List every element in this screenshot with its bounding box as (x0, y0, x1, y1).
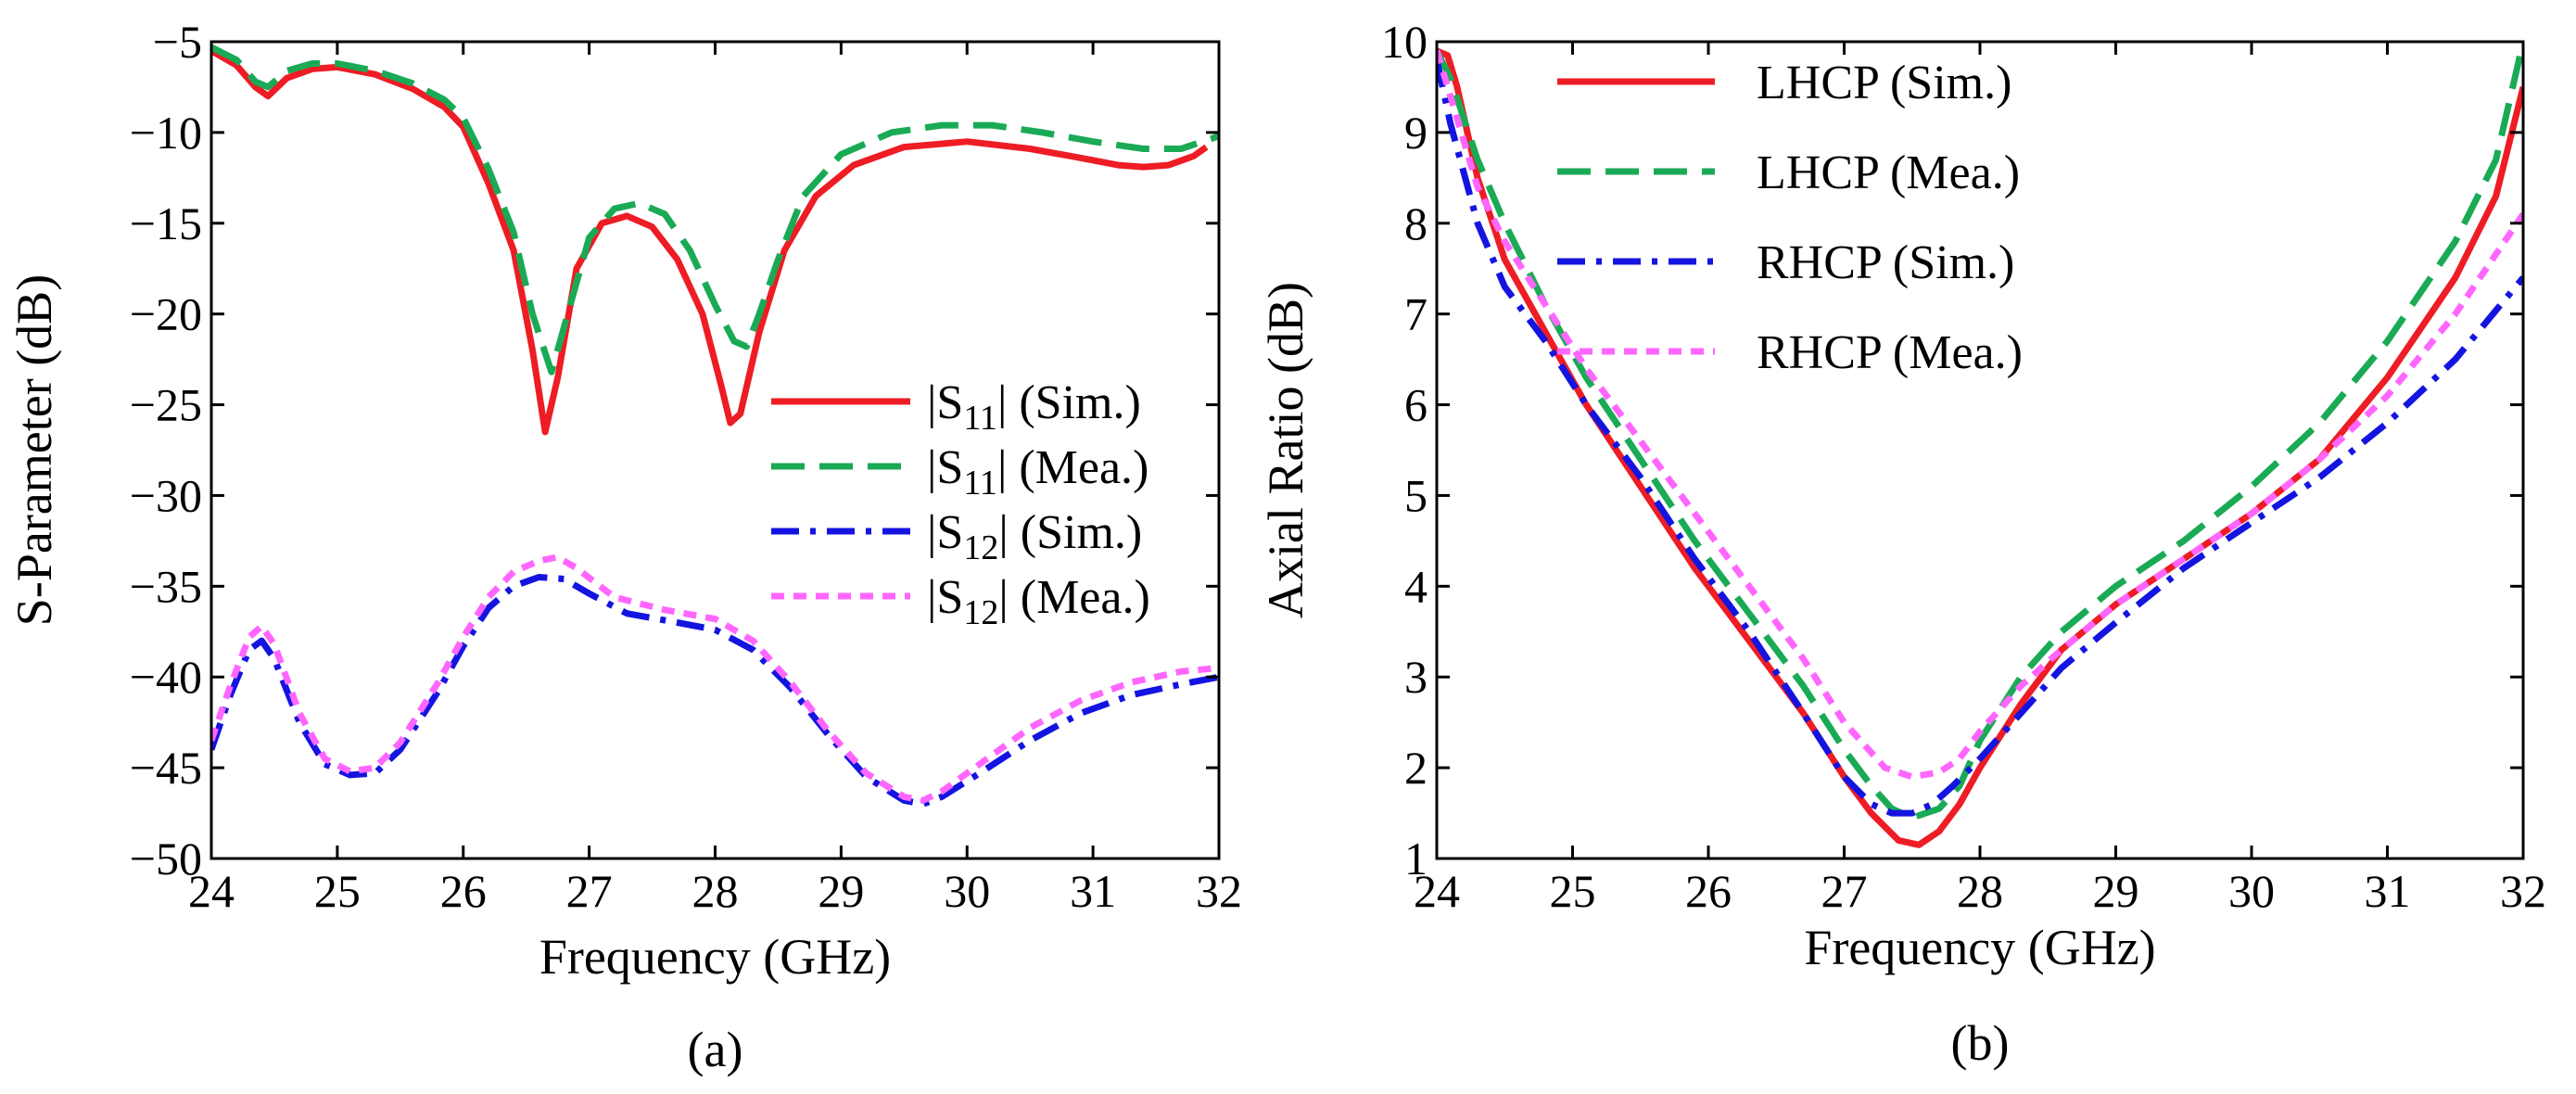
x-tick-label: 32 (2500, 865, 2546, 917)
series-line-lhcp-mea (1437, 42, 2523, 821)
y-tick-label: 3 (1404, 651, 1428, 703)
x-tick-label: 32 (1196, 865, 1242, 917)
x-tick-label: 30 (2228, 865, 2275, 917)
legend-label-lhcp-mea: LHCP (Mea.) (1757, 146, 2020, 199)
subfigure-caption: (b) (1951, 1015, 2010, 1071)
y-tick-label: 1 (1404, 833, 1428, 884)
y-tick-label: −20 (130, 288, 202, 340)
legend-label-s11-mea: |S11| (Mea.) (927, 441, 1148, 502)
series-line-s12-mea (211, 553, 1219, 804)
y-axis-label: Axial Ratio (dB) (1258, 282, 1313, 618)
x-axis-label: Frequency (GHz) (1804, 920, 2155, 975)
x-tick-label: 29 (2093, 865, 2139, 917)
x-tick-label: 28 (1957, 865, 2003, 917)
y-tick-label: −45 (130, 742, 202, 794)
series-line-s12-sim (211, 574, 1219, 808)
x-tick-label: 26 (1685, 865, 1732, 917)
x-tick-label: 26 (440, 865, 487, 917)
y-tick-label: 2 (1404, 742, 1428, 794)
x-tick-label: 25 (314, 865, 361, 917)
y-tick-label: −5 (153, 16, 202, 68)
x-tick-label: 25 (1550, 865, 1596, 917)
y-axis-label: S-Parameter (dB) (6, 274, 62, 626)
y-tick-label: 6 (1404, 379, 1428, 431)
legend-label-lhcp-sim: LHCP (Sim.) (1757, 57, 2011, 109)
y-tick-label: 8 (1404, 197, 1428, 249)
x-axis-label: Frequency (GHz) (539, 929, 891, 985)
legend-label-s12-mea: |S12| (Mea.) (927, 571, 1150, 632)
series-line-rhcp-sim (1437, 58, 2523, 817)
x-tick-label: 31 (1070, 865, 1116, 917)
y-tick-label: 5 (1404, 469, 1428, 521)
y-tick-label: −10 (130, 107, 202, 159)
x-tick-label: 29 (818, 865, 864, 917)
series-line-s11-sim (211, 47, 1209, 436)
x-tick-label: 27 (1821, 865, 1868, 917)
series-line-s11-mea (211, 44, 1219, 375)
chart-a: 24 25 26 27 28 29 30 31 32 −5 −10 −15 −20 −25 −30 −35 −4… (6, 16, 1242, 1077)
y-tick-label: −30 (130, 469, 202, 521)
x-tick-label: 27 (566, 865, 613, 917)
subfigure-caption: (a) (688, 1022, 743, 1077)
legend: |S11| (Sim.)|S11| (Mea.)|S12| (Sim.)|S12… (771, 376, 1150, 632)
y-tick-label: −25 (130, 379, 202, 431)
legend: LHCP (Sim.) LHCP (Mea.) RHCP (Sim.) RHCP (M… (1557, 57, 2023, 379)
x-tick-label: 24 (188, 865, 235, 917)
x-tick-label: 30 (944, 865, 990, 917)
chart-b: 24 25 26 27 28 29 30 31 32 1 2 3 4 5 6 7 8 9 10 Frequency (… (1258, 16, 2546, 1071)
y-tick-label: −40 (130, 651, 202, 703)
y-tick-label: −50 (130, 833, 202, 884)
legend-label-rhcp-mea: RHCP (Mea.) (1757, 326, 2023, 379)
x-tick-label: 24 (1414, 865, 1460, 917)
legend-label-s12-sim: |S12| (Sim.) (927, 506, 1142, 567)
y-tick-label: −35 (130, 560, 202, 612)
y-tick-label: −15 (130, 197, 202, 249)
legend-label-s11-sim: |S11| (Sim.) (927, 376, 1141, 438)
y-tick-label: 7 (1404, 288, 1428, 340)
x-tick-label: 28 (692, 865, 739, 917)
series-line-rhcp-mea (1437, 49, 2523, 781)
y-tick-label: 9 (1404, 107, 1428, 159)
x-tick-label: 31 (2365, 865, 2411, 917)
y-tick-label: 10 (1381, 16, 1428, 68)
legend-label-rhcp-sim: RHCP (Sim.) (1757, 236, 2014, 289)
y-tick-label: 4 (1404, 560, 1428, 612)
